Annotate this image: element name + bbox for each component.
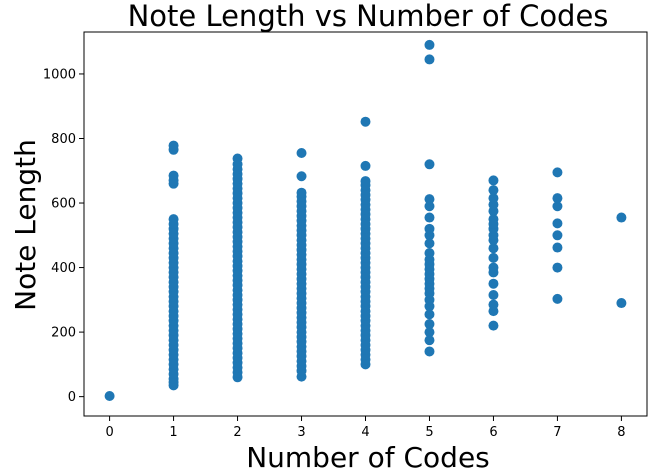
data-point xyxy=(488,320,499,331)
x-tick-label: 0 xyxy=(105,425,113,440)
data-point xyxy=(552,167,563,178)
data-point xyxy=(488,175,499,186)
y-tick-label: 0 xyxy=(68,390,76,405)
data-point xyxy=(552,242,563,253)
plot-area: 0 1 2 3 4 5 6 7 8 0 200 400 600 800 1000 xyxy=(43,31,648,440)
data-point xyxy=(424,309,435,320)
chart-title: Note Length vs Number of Codes xyxy=(128,0,609,33)
y-tick-label: 400 xyxy=(51,261,76,276)
data-point xyxy=(232,153,243,164)
y-axis-label: Note Length xyxy=(9,139,42,311)
y-tick-label: 800 xyxy=(51,132,76,147)
data-point xyxy=(104,390,115,401)
y-tick-label: 200 xyxy=(51,326,76,341)
data-point xyxy=(360,116,371,127)
data-point xyxy=(488,214,499,225)
data-point xyxy=(488,289,499,300)
data-point xyxy=(424,223,435,234)
data-point xyxy=(168,170,179,181)
data-point xyxy=(424,54,435,65)
data-point xyxy=(168,214,179,225)
x-axis-label: Number of Codes xyxy=(246,441,490,470)
data-point xyxy=(424,39,435,50)
data-point xyxy=(552,218,563,229)
data-point xyxy=(424,346,435,357)
data-point xyxy=(296,148,307,159)
data-point xyxy=(424,194,435,205)
data-point xyxy=(616,212,627,223)
data-point xyxy=(424,248,435,259)
data-point xyxy=(552,262,563,273)
data-point xyxy=(424,159,435,170)
x-tick-label: 5 xyxy=(425,425,433,440)
x-tick-label: 1 xyxy=(169,425,177,440)
x-tick-label: 6 xyxy=(489,425,497,440)
data-point xyxy=(424,201,435,212)
data-point xyxy=(424,335,435,346)
data-point xyxy=(616,298,627,309)
data-point xyxy=(552,193,563,204)
data-point xyxy=(488,299,499,310)
x-tick-label: 3 xyxy=(297,425,305,440)
data-point xyxy=(168,140,179,151)
data-point xyxy=(552,293,563,304)
data-point xyxy=(488,185,499,196)
x-tick-label: 2 xyxy=(233,425,241,440)
x-tick-label: 8 xyxy=(617,425,625,440)
data-point xyxy=(424,327,435,338)
data-point xyxy=(552,230,563,241)
data-point xyxy=(488,193,499,204)
data-point xyxy=(488,262,499,273)
data-point xyxy=(424,212,435,223)
data-point xyxy=(360,176,371,187)
x-tick-label: 7 xyxy=(553,425,561,440)
data-point xyxy=(488,278,499,289)
data-point xyxy=(296,187,307,198)
data-point xyxy=(552,201,563,212)
y-tick-label: 600 xyxy=(51,197,76,212)
x-tick-label: 4 xyxy=(361,425,369,440)
data-point xyxy=(488,243,499,254)
y-tick-label: 1000 xyxy=(43,67,76,82)
data-point xyxy=(360,160,371,171)
data-point xyxy=(296,171,307,182)
data-point xyxy=(488,252,499,263)
data-point xyxy=(424,319,435,330)
data-point xyxy=(424,238,435,249)
